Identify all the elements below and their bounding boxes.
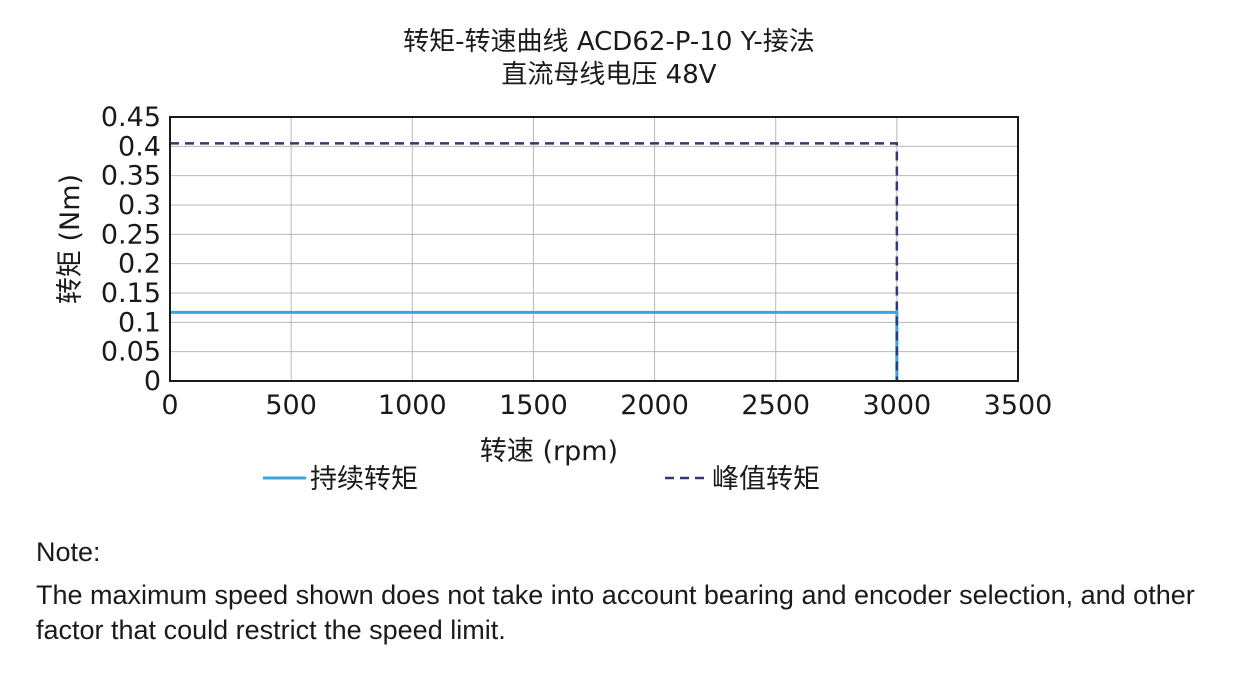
torque-speed-chart: 转矩-转速曲线 ACD62-P-10 Y-接法 直流母线电压 48V 0 500 1… <box>55 27 1052 495</box>
legend-label-2: 峰值转矩 <box>712 464 820 495</box>
chart-subtitle: 直流母线电压 48V <box>501 60 716 90</box>
y-tick-label: 0.15 <box>101 278 161 309</box>
series-line-2 <box>170 142 899 381</box>
y-tick-label: 0.45 <box>101 102 161 133</box>
x-tick-label: 2000 <box>620 390 689 421</box>
x-tick-labels: 0 500 1000 1500 2000 2500 3000 3500 <box>161 390 1052 421</box>
x-tick-label: 2500 <box>741 390 810 421</box>
y-tick-label: 0.2 <box>118 249 161 280</box>
legend: 持续转矩 峰值转矩 <box>263 464 820 495</box>
x-tick-label: 3500 <box>984 390 1053 421</box>
y-tick-label: 0.1 <box>118 307 161 338</box>
legend-label-1: 持续转矩 <box>310 464 418 495</box>
grid <box>169 116 1019 382</box>
series-line-1 <box>170 310 899 381</box>
y-tick-labels: 00.050.10.150.20.250.30.350.40.45 <box>101 102 161 397</box>
y-tick-label: 0.4 <box>118 131 161 162</box>
y-tick-label: 0 <box>144 366 161 397</box>
chart-title: 转矩-转速曲线 ACD62-P-10 Y-接法 <box>403 27 815 57</box>
y-tick-label: 0.3 <box>118 190 161 221</box>
x-tick-label: 3000 <box>862 390 931 421</box>
x-tick-label: 500 <box>265 390 317 421</box>
y-tick-label: 0.05 <box>101 337 161 368</box>
note-text: The maximum speed shown does not take in… <box>36 580 1195 645</box>
x-axis-label: 转速 (rpm) <box>480 436 618 467</box>
x-tick-label: 1000 <box>378 390 447 421</box>
y-tick-label: 0.25 <box>101 219 161 250</box>
x-tick-label: 1500 <box>499 390 568 421</box>
series-group <box>170 142 899 381</box>
x-tick-label: 0 <box>161 390 178 421</box>
plot-frame <box>169 116 1019 382</box>
y-tick-label: 0.35 <box>101 161 161 192</box>
y-axis-label: 转矩 (Nm) <box>55 174 86 304</box>
note-label: Note: <box>36 537 101 567</box>
